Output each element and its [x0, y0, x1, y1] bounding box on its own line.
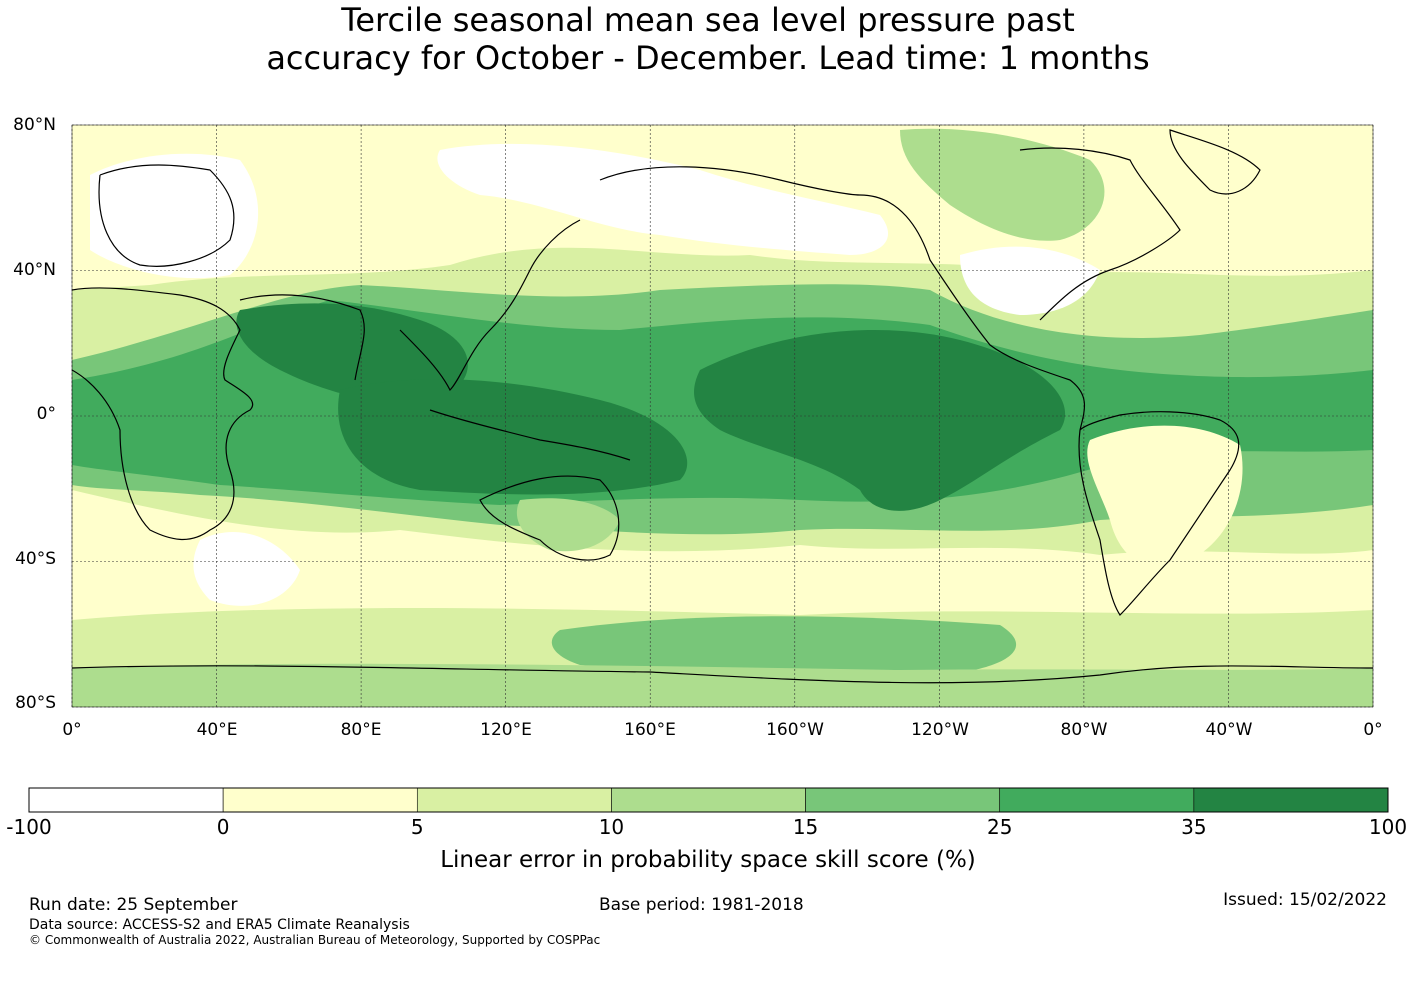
colorbar-bin: [611, 788, 805, 812]
colorbar-tick-label: 5: [411, 815, 424, 839]
issued-date: Issued: 15/02/2022: [1223, 890, 1387, 910]
base-period: Base period: 1981-2018: [599, 895, 804, 915]
data-source: Data source: ACCESS-S2 and ERA5 Climate …: [29, 917, 410, 933]
colorbar-tick-label: -100: [6, 815, 51, 839]
colorbar-bin: [223, 788, 417, 812]
colorbar-tick-label: 100: [1369, 815, 1407, 839]
colorbar-tick-label: 25: [987, 815, 1012, 839]
colorbar-bin: [1194, 788, 1388, 812]
colorbar-tick-label: 35: [1181, 815, 1206, 839]
colorbar-tick-label: 15: [793, 815, 818, 839]
colorbar-bin: [417, 788, 611, 812]
run-date: Run date: 25 September: [29, 895, 237, 915]
copyright: © Commonwealth of Australia 2022, Austra…: [29, 933, 600, 947]
colorbar-bin: [806, 788, 1000, 812]
colorbar-label: Linear error in probability space skill …: [0, 845, 1416, 875]
colorbar-tick-label: 10: [599, 815, 624, 839]
colorbar-tick-label: 0: [217, 815, 230, 839]
colorbar-bin: [1000, 788, 1194, 812]
colorbar-bin: [29, 788, 223, 812]
